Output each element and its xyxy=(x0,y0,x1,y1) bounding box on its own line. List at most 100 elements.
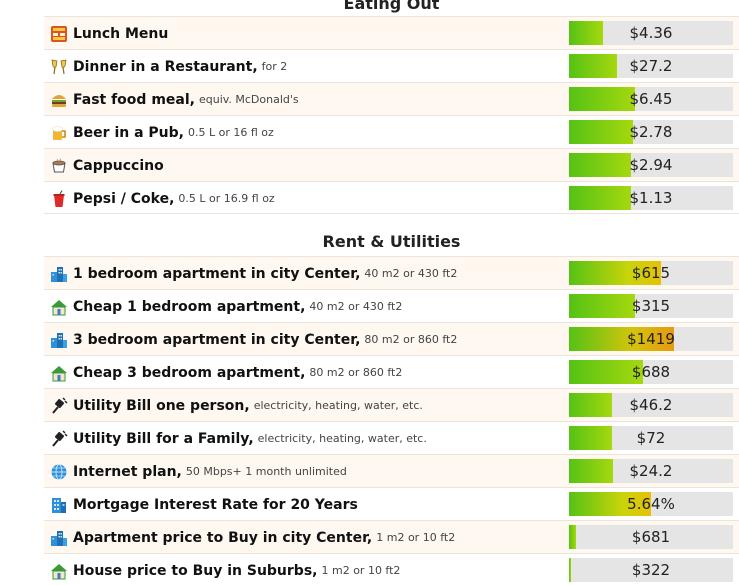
row-label: Lunch Menu xyxy=(50,17,168,50)
city-buildings-icon xyxy=(50,265,68,283)
price-bar: $4.36 xyxy=(569,21,733,45)
price-bar: 5.64% xyxy=(569,492,733,516)
item-note: 1 m2 or 10 ft2 xyxy=(376,531,456,544)
item-name: Beer in a Pub, xyxy=(73,124,184,141)
price-value: $27.2 xyxy=(629,57,673,75)
price-bar: $1.13 xyxy=(569,186,733,210)
row-label: Cheap 3 bedroom apartment, 80 m2 or 860 f… xyxy=(50,356,402,389)
menu-icon xyxy=(50,25,68,43)
price-value: $4.36 xyxy=(629,24,673,42)
table-row: Utility Bill one person, electricity, hea… xyxy=(44,388,739,421)
price-bar: $27.2 xyxy=(569,54,733,78)
item-name: Cheap 3 bedroom apartment, xyxy=(73,364,306,381)
item-name: 3 bedroom apartment in city Center, xyxy=(73,331,361,348)
table-row: Beer in a Pub, 0.5 L or 16 fl oz $2.78 xyxy=(44,115,739,148)
price-bar: $315 xyxy=(569,294,733,318)
soda-cup-icon xyxy=(50,189,68,208)
item-note: 0.5 L or 16.9 fl oz xyxy=(178,192,275,205)
price-value: $681 xyxy=(631,528,671,546)
price-bar-fill xyxy=(569,360,643,384)
table-row: Lunch Menu $4.36 xyxy=(44,16,739,49)
item-name: Pepsi / Coke, xyxy=(73,190,175,207)
price-bar-fill xyxy=(569,525,576,549)
table-row: Fast food meal, equiv. McDonald's $6.45 xyxy=(44,82,739,115)
table-row: Utility Bill for a Family, electricity, h… xyxy=(44,421,739,454)
item-note: 0.5 L or 16 fl oz xyxy=(187,126,274,139)
price-bar: $6.45 xyxy=(569,87,733,111)
globe-icon xyxy=(50,463,68,481)
table-row: Internet plan, 50 Mbps+ 1 month unlimited… xyxy=(44,454,739,487)
price-bar-fill xyxy=(569,294,635,318)
price-bar-fill xyxy=(569,393,612,417)
price-value: $2.78 xyxy=(629,123,673,141)
table-row: Pepsi / Coke, 0.5 L or 16.9 fl oz $1.13 xyxy=(44,181,739,214)
price-value: $322 xyxy=(631,561,671,579)
item-name: Fast food meal, xyxy=(73,91,195,108)
item-name: Utility Bill one person, xyxy=(73,397,250,414)
price-value: $2.94 xyxy=(629,156,673,174)
item-name: Mortgage Interest Rate for 20 Years xyxy=(73,496,358,513)
price-value: $615 xyxy=(631,264,671,282)
item-note: 1 m2 or 10 ft2 xyxy=(321,564,401,577)
house-icon xyxy=(50,364,68,382)
price-bar: $688 xyxy=(569,360,733,384)
champagne-glasses-icon xyxy=(50,58,68,76)
price-bar: $2.94 xyxy=(569,153,733,177)
row-label: Dinner in a Restaurant, for 2 xyxy=(50,50,287,83)
beer-icon xyxy=(50,124,68,142)
table-row: House price to Buy in Suburbs, 1 m2 or 10… xyxy=(44,553,739,585)
item-note: 40 m2 or 430 ft2 xyxy=(364,267,458,280)
eating-out-heading: Eating Out xyxy=(343,0,440,13)
row-label: House price to Buy in Suburbs, 1 m2 or 10… xyxy=(50,554,400,585)
row-label: Pepsi / Coke, 0.5 L or 16.9 fl oz xyxy=(50,182,275,215)
plug-icon xyxy=(50,397,68,415)
row-label: Beer in a Pub, 0.5 L or 16 fl oz xyxy=(50,116,274,149)
price-bar-fill xyxy=(569,186,631,210)
price-bar-fill xyxy=(569,54,617,78)
table-row: Apartment price to Buy in city Center, 1 … xyxy=(44,520,739,553)
price-value: $46.2 xyxy=(629,396,673,414)
item-name: Cheap 1 bedroom apartment, xyxy=(73,298,306,315)
price-value: $315 xyxy=(631,297,671,315)
rent-utilities-heading: Rent & Utilities xyxy=(322,232,461,251)
item-note: 40 m2 or 430 ft2 xyxy=(309,300,403,313)
item-note: for 2 xyxy=(261,60,288,73)
price-bar: $681 xyxy=(569,525,733,549)
price-bar: $322 xyxy=(569,558,733,582)
item-note: 50 Mbps+ 1 month unlimited xyxy=(185,465,347,478)
table-row: Cheap 1 bedroom apartment, 40 m2 or 430 f… xyxy=(44,289,739,322)
eating-out-table: Lunch Menu $4.36 Dinner in a Restaurant, fo… xyxy=(44,16,739,214)
price-bar-fill xyxy=(569,87,635,111)
item-name: Cappuccino xyxy=(73,157,164,174)
item-name: Internet plan, xyxy=(73,463,182,480)
coffee-cup-icon xyxy=(50,157,68,175)
house-icon xyxy=(50,562,68,580)
price-bar: $46.2 xyxy=(569,393,733,417)
price-value: $6.45 xyxy=(629,90,673,108)
row-label: 1 bedroom apartment in city Center, 40 m2… xyxy=(50,257,457,290)
item-name: Lunch Menu xyxy=(73,25,169,42)
price-value: $24.2 xyxy=(629,462,673,480)
price-bar-fill xyxy=(569,459,613,483)
price-value: $1.13 xyxy=(629,189,673,207)
item-name: Dinner in a Restaurant, xyxy=(73,58,258,75)
price-bar-fill xyxy=(569,558,571,582)
price-bar-fill xyxy=(569,153,631,177)
row-label: Internet plan, 50 Mbps+ 1 month unlimited xyxy=(50,455,347,488)
price-bar: $24.2 xyxy=(569,459,733,483)
item-name: Utility Bill for a Family, xyxy=(73,430,254,447)
city-buildings-icon xyxy=(50,529,68,547)
item-name: House price to Buy in Suburbs, xyxy=(73,562,318,579)
row-label: Utility Bill one person, electricity, hea… xyxy=(50,389,423,422)
row-label: 3 bedroom apartment in city Center, 80 m2… xyxy=(50,323,457,356)
price-value: $72 xyxy=(636,429,666,447)
row-label: Cappuccino xyxy=(50,149,164,182)
item-note: electricity, heating, water, etc. xyxy=(253,399,423,412)
table-row: 1 bedroom apartment in city Center, 40 m2… xyxy=(44,256,739,289)
row-label: Cheap 1 bedroom apartment, 40 m2 or 430 f… xyxy=(50,290,402,323)
price-bar-fill xyxy=(569,327,674,351)
row-label: Fast food meal, equiv. McDonald's xyxy=(50,83,299,116)
price-value: 5.64% xyxy=(627,495,675,513)
price-value: $688 xyxy=(631,363,671,381)
price-bar: $615 xyxy=(569,261,733,285)
